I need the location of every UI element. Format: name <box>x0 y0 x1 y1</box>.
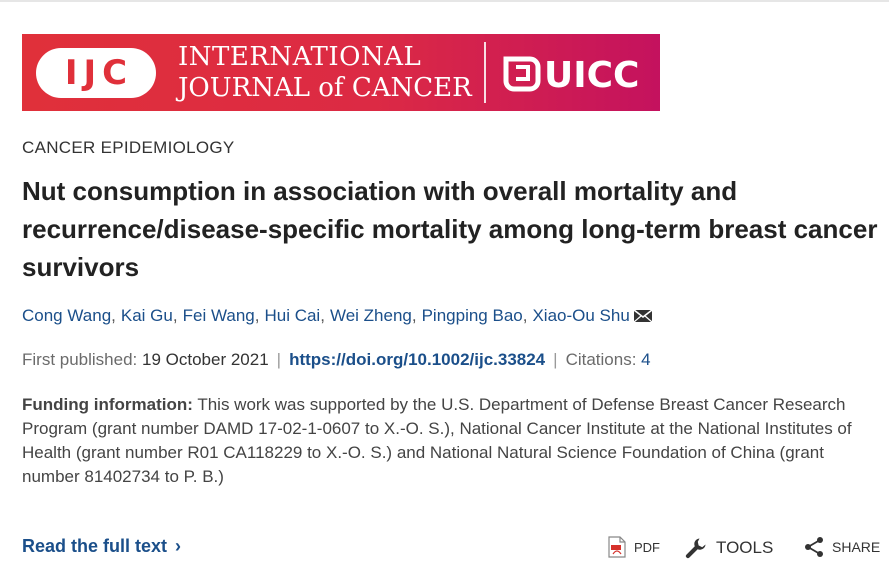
first-published-label: First published: <box>22 350 138 369</box>
tools-label: TOOLS <box>716 538 774 557</box>
doi-link[interactable]: https://doi.org/10.1002/ijc.33824 <box>289 350 546 369</box>
info-divider: | <box>276 350 282 369</box>
author-link[interactable]: Kai Gu <box>120 306 173 325</box>
journal-banner[interactable]: IJC INTERNATIONAL JOURNAL of CANCER UICC <box>22 34 660 111</box>
info-divider: | <box>553 350 558 369</box>
wrench-icon <box>685 538 706 559</box>
first-published-date: 19 October 2021 <box>142 350 269 369</box>
funding-label: Funding information: <box>22 395 193 414</box>
author-separator: , <box>111 306 116 325</box>
author-link-corresponding[interactable]: Xiao-Ou Shu <box>532 306 630 325</box>
pdf-label: PDF <box>634 539 660 555</box>
author-separator: , <box>522 306 528 325</box>
publication-info: First published: 19 October 2021 | https:/… <box>22 350 651 370</box>
author-separator: , <box>254 306 260 325</box>
uicc-logo: UICC <box>503 55 639 93</box>
author-separator: , <box>320 306 325 325</box>
ijc-logo: IJC <box>36 48 156 98</box>
pdf-button[interactable]: PDF <box>608 536 660 558</box>
banner-divider <box>484 42 486 103</box>
article-category: CANCER EPIDEMIOLOGY <box>22 138 235 157</box>
tools-button[interactable]: TOOLS <box>684 536 773 560</box>
journal-name-line1: INTERNATIONAL <box>178 42 422 72</box>
read-full-text-link[interactable]: Read the full text › <box>22 536 181 557</box>
citations-label: Citations: <box>565 350 637 369</box>
envelope-icon[interactable] <box>633 308 653 324</box>
journal-name: INTERNATIONAL JOURNAL of CANCER <box>178 42 472 104</box>
author-link[interactable]: Wei Zheng <box>329 306 412 325</box>
uicc-logo-text: UICC <box>544 55 639 93</box>
share-button[interactable]: SHARE <box>804 536 880 558</box>
share-icon <box>805 537 823 557</box>
read-full-text-label: Read the full text <box>22 536 168 556</box>
article-title: Nut consumption in association with over… <box>22 176 878 282</box>
chevron-right-icon: › <box>175 536 182 556</box>
ijc-logo-text: IJC <box>64 53 134 93</box>
share-label: SHARE <box>832 539 881 555</box>
author-link[interactable]: Hui Cai <box>264 306 321 325</box>
author-separator: , <box>411 306 417 325</box>
author-link[interactable]: Cong Wang <box>22 306 112 325</box>
author-list: Cong Wang, Kai Gu, Fei Wang, Hui Cai, We… <box>22 306 653 326</box>
pdf-icon <box>608 536 626 558</box>
top-divider <box>0 0 889 2</box>
funding-information: Funding information: This work was suppo… <box>22 393 852 489</box>
funding-text: This work was supported by the U.S. Depa… <box>22 395 852 486</box>
author-link[interactable]: Fei Wang <box>182 306 255 325</box>
journal-name-line2: JOURNAL of CANCER <box>178 73 472 103</box>
author-separator: , <box>172 306 178 325</box>
citations-count-link[interactable]: 4 <box>641 350 651 369</box>
author-link[interactable]: Pingping Bao <box>421 306 523 325</box>
